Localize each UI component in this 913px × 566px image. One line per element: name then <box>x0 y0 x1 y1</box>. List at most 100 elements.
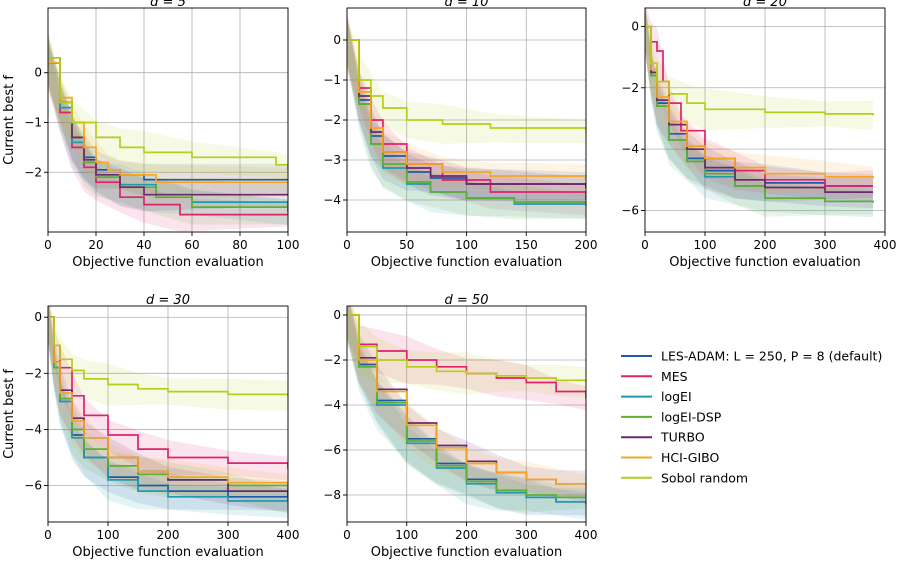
panel-title: d = 30 <box>146 293 190 308</box>
y-tick-label: −4 <box>323 193 341 207</box>
series-hci-gibo <box>347 39 586 180</box>
band-logei <box>645 8 873 218</box>
subplot-1: 0 20 40 60 80 100 0 −1 −2 d = 5 Objective function… <box>2 0 299 270</box>
series-turbo <box>645 25 873 193</box>
band-les-adam-l-250-p-8-default- <box>645 8 873 202</box>
y-tick-label: −2 <box>621 81 639 95</box>
band-sobol-random <box>347 306 586 398</box>
y-tick-label: −4 <box>621 142 639 156</box>
series-logei-dsp <box>347 314 586 499</box>
legend-item: logEI <box>621 389 692 404</box>
x-tick-label: 40 <box>136 238 151 252</box>
legend-item: HCI-GIBO <box>621 450 720 465</box>
legend-item: Sobol random <box>621 470 748 485</box>
series-hci-gibo <box>48 316 288 486</box>
x-axis-label: Objective function evaluation <box>371 255 562 270</box>
x-tick-label: 150 <box>515 238 538 252</box>
legend-label: logEI <box>661 389 692 404</box>
series-sobol-random <box>347 314 586 383</box>
y-tick-label: −3 <box>323 153 341 167</box>
subplot-5: 0 100 200 300 400 0 −2 −4 −6 −8 d = 50 Objective fu… <box>323 293 598 560</box>
y-tick-label: 0 <box>333 308 341 322</box>
y-tick-label: −6 <box>621 204 639 218</box>
x-tick-label: 200 <box>575 238 598 252</box>
x-tick-label: 0 <box>44 528 52 542</box>
legend-item: LES-ADAM: L = 250, P = 8 (default) <box>621 349 882 364</box>
x-tick-label: 200 <box>455 528 478 542</box>
plot-area <box>645 8 874 218</box>
band-sobol-random <box>48 35 288 185</box>
y-tick-label: −6 <box>24 479 42 493</box>
plot-area <box>48 306 288 518</box>
band-logei-dsp <box>347 306 586 513</box>
legend-item: logEI-DSP <box>621 409 722 424</box>
series-mes <box>645 25 873 187</box>
x-tick-label: 100 <box>694 238 717 252</box>
x-tick-label: 60 <box>184 238 199 252</box>
x-tick-label: 300 <box>515 528 538 542</box>
subplot-2: 0 50 100 150 200 0 −1 −2 −3 −4 d = 10 Objective fun… <box>323 0 597 270</box>
series-mes <box>347 314 586 399</box>
y-tick-label: −1 <box>323 73 341 87</box>
x-tick-label: 100 <box>395 528 418 542</box>
y-axis-label: Current best f <box>2 75 17 165</box>
y-tick-label: −2 <box>24 165 42 179</box>
panel-title: d = 50 <box>445 293 489 308</box>
x-tick-label: 0 <box>343 238 351 252</box>
x-axis-label: Objective function evaluation <box>669 255 860 270</box>
x-tick-label: 80 <box>232 238 247 252</box>
y-tick-label: −2 <box>323 353 341 367</box>
x-tick-label: 0 <box>44 238 52 252</box>
x-tick-label: 200 <box>157 528 180 542</box>
y-tick-label: −2 <box>323 113 341 127</box>
band-logei-dsp <box>645 8 873 217</box>
series-sobol-random <box>645 25 874 116</box>
y-tick-label: −6 <box>323 443 341 457</box>
plot-area <box>347 306 586 520</box>
plot-area <box>48 30 288 232</box>
x-tick-label: 100 <box>277 238 300 252</box>
band-sobol-random <box>645 8 873 131</box>
x-tick-label: 100 <box>455 238 478 252</box>
band-mes <box>347 306 586 411</box>
legend-label: logEI-DSP <box>661 409 722 424</box>
legend: LES-ADAM: L = 250, P = 8 (default) MES log… <box>621 349 882 485</box>
x-tick-label: 400 <box>874 238 897 252</box>
y-tick-label: 0 <box>34 66 42 80</box>
panel-title: d = 10 <box>445 0 489 10</box>
x-tick-label: 300 <box>814 238 837 252</box>
band-logei <box>48 42 288 226</box>
y-tick-label: 0 <box>333 33 341 47</box>
plot-area <box>347 10 586 220</box>
y-tick-label: 0 <box>631 19 639 33</box>
y-tick-label: −2 <box>24 366 42 380</box>
x-tick-label: 20 <box>88 238 103 252</box>
x-tick-label: 400 <box>575 528 598 542</box>
y-tick-label: −1 <box>24 115 42 129</box>
band-mes <box>645 8 873 202</box>
x-tick-label: 50 <box>399 238 414 252</box>
x-axis-label: Objective function evaluation <box>371 545 562 560</box>
axes-frame <box>47 7 289 233</box>
subplot-4: 0 100 200 300 400 0 −2 −4 −6 d = 30 Objective func… <box>2 293 300 560</box>
panel-title: d = 5 <box>150 0 186 10</box>
series-logei-dsp <box>347 39 586 206</box>
series-mes <box>347 39 586 200</box>
legend-label: MES <box>661 369 688 384</box>
legend-label: TURBO <box>660 430 705 445</box>
x-tick-label: 0 <box>343 528 351 542</box>
x-tick-label: 200 <box>754 238 777 252</box>
y-tick-label: −4 <box>323 398 341 412</box>
legend-item: MES <box>621 369 688 384</box>
legend-item: TURBO <box>621 430 705 445</box>
x-axis-label: Objective function evaluation <box>72 255 263 270</box>
x-tick-label: 300 <box>217 528 240 542</box>
y-tick-label: 0 <box>34 310 42 324</box>
y-tick-label: −8 <box>323 488 341 502</box>
y-tick-label: −4 <box>24 422 42 436</box>
panel-title: d = 20 <box>743 0 787 10</box>
x-tick-label: 0 <box>641 238 649 252</box>
x-tick-label: 400 <box>277 528 300 542</box>
series-sobol-random <box>48 56 288 170</box>
